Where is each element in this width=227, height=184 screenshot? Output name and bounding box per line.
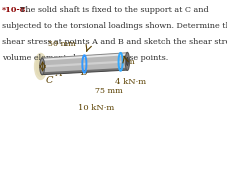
Ellipse shape: [125, 52, 129, 70]
Text: shear stress at points A and B and sketch the shear stress on: shear stress at points A and B and sketc…: [2, 38, 227, 46]
Text: 75 mm: 75 mm: [95, 87, 123, 95]
Text: subjected to the torsional loadings shown. Determine the: subjected to the torsional loadings show…: [2, 22, 227, 30]
Text: The solid shaft is fixed to the support at C and: The solid shaft is fixed to the support …: [15, 6, 209, 14]
Ellipse shape: [35, 56, 46, 77]
Text: B: B: [80, 68, 87, 77]
Text: C: C: [45, 76, 53, 85]
Text: 4 kN·m: 4 kN·m: [115, 78, 146, 86]
Text: 75 mm: 75 mm: [107, 58, 135, 66]
Text: 10 kN·m: 10 kN·m: [78, 104, 115, 112]
Text: *10-8.: *10-8.: [2, 6, 29, 14]
Ellipse shape: [40, 58, 44, 75]
Text: volume elements located at these points.: volume elements located at these points.: [2, 54, 168, 62]
Ellipse shape: [34, 53, 47, 80]
Ellipse shape: [126, 57, 128, 66]
Polygon shape: [42, 53, 127, 61]
Text: A: A: [56, 69, 62, 78]
Polygon shape: [42, 60, 127, 68]
Text: 50 mm: 50 mm: [48, 40, 76, 48]
Polygon shape: [42, 53, 127, 75]
Polygon shape: [42, 68, 127, 75]
